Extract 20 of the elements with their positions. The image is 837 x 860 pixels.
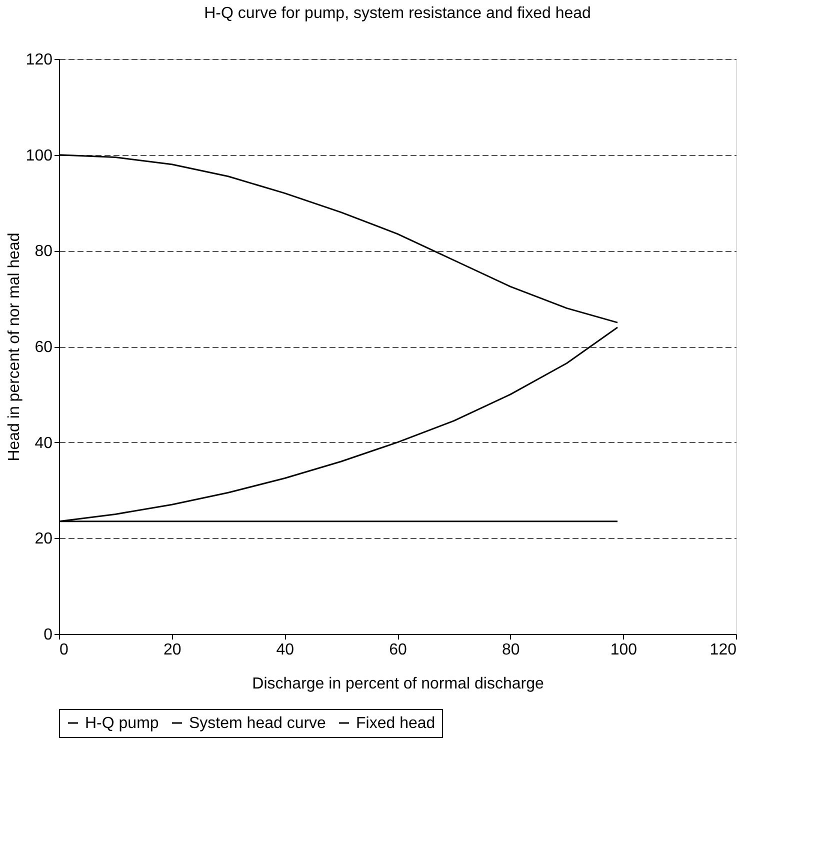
y-tick-label: 60 [34,339,53,356]
x-tick-label: 60 [389,642,407,658]
x-tick-label: 100 [610,642,638,658]
x-axis-title: Discharge in percent of normal discharge [252,676,544,692]
y-tick-label: 100 [26,147,53,164]
x-tick-label: 20 [163,642,182,658]
legend-label: System head curve [189,715,326,732]
x-tick-label: 120 [710,642,737,658]
y-tick-label: 40 [34,434,53,452]
legend-label: H-Q pump [85,715,159,732]
chart-title: H-Q curve for pump, system resistance and fixed head [204,5,591,22]
y-tick-label: 0 [44,626,53,644]
legend-label: Fixed head [356,715,436,732]
y-tick-label: 80 [34,243,53,260]
x-tick-label: 80 [502,642,520,658]
y-tick-label: 20 [34,530,53,548]
y-tick-label: 120 [26,52,53,68]
x-tick-label: 0 [60,642,68,658]
x-tick-label: 40 [276,642,294,658]
y-axis-title: Head in percent of nor mal head [6,232,23,462]
